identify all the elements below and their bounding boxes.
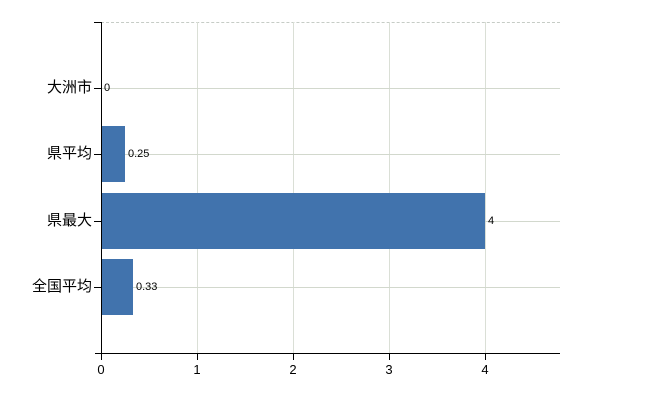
bar-value-label-2: 4 <box>488 215 495 227</box>
bar-3 <box>101 259 133 315</box>
y-axis-tick-1 <box>94 154 101 155</box>
x-axis-tick-1 <box>197 353 198 360</box>
plot-area-top-border <box>101 22 560 23</box>
vertical-gridline-2 <box>293 22 294 353</box>
x-axis-tick-2 <box>293 353 294 360</box>
x-axis-tick-3 <box>389 353 390 360</box>
bar-2 <box>101 193 485 249</box>
y-axis-tick-3 <box>94 287 101 288</box>
x-axis-tick-label-3: 3 <box>385 362 393 377</box>
x-axis-tick-4 <box>485 353 486 360</box>
vertical-gridline-4 <box>485 22 486 353</box>
y-axis-tick-0 <box>94 88 101 89</box>
bar-value-label-3: 0.33 <box>136 281 158 293</box>
y-axis-label-2: 県最大 <box>46 212 92 229</box>
x-axis-tick-label-1: 1 <box>193 362 201 377</box>
x-axis-tick-label-4: 4 <box>481 362 489 377</box>
vertical-gridline-3 <box>389 22 390 353</box>
vertical-gridline-1 <box>197 22 198 353</box>
bar-value-label-0: 0 <box>104 82 111 94</box>
horizontal-gridline-1 <box>101 154 560 155</box>
bar-1 <box>101 126 125 182</box>
y-axis-label-1: 県平均 <box>46 145 92 162</box>
y-axis-label-0: 大洲市 <box>46 79 92 96</box>
x-axis-line <box>95 353 560 354</box>
x-axis-tick-label-2: 2 <box>289 362 297 377</box>
y-axis-end-tick <box>94 22 101 23</box>
y-axis-label-3: 全国平均 <box>31 278 92 295</box>
x-axis-tick-label-0: 0 <box>97 362 105 377</box>
horizontal-gridline-0 <box>101 88 560 89</box>
horizontal-gridline-3 <box>101 287 560 288</box>
bar-value-label-1: 0.25 <box>128 148 150 160</box>
y-axis-line <box>101 22 102 360</box>
y-axis-tick-2 <box>94 221 101 222</box>
